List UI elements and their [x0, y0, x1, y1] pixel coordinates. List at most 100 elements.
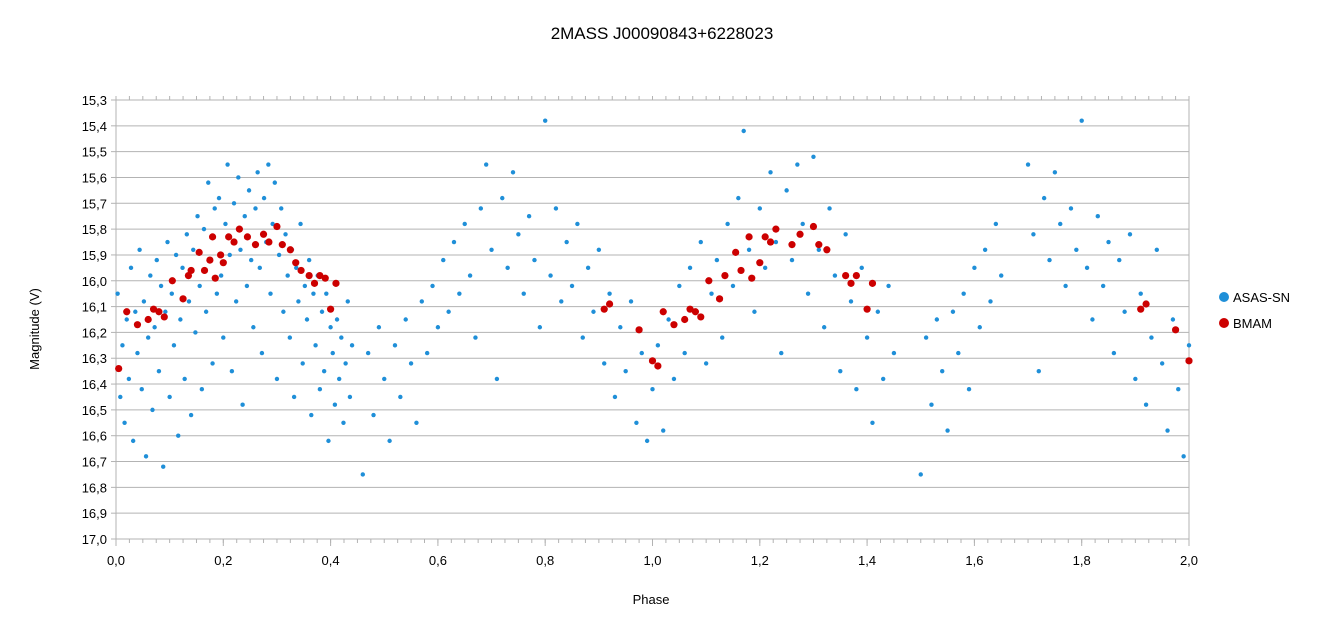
- data-point: [666, 317, 671, 322]
- data-point: [287, 335, 293, 340]
- data-point: [235, 225, 243, 233]
- data-point: [988, 299, 993, 304]
- data-point: [859, 265, 864, 271]
- data-point: [193, 330, 198, 335]
- data-point: [709, 291, 714, 296]
- data-point: [864, 335, 870, 340]
- data-point: [176, 433, 181, 438]
- data-point: [200, 266, 209, 275]
- data-point: [203, 309, 209, 314]
- data-point: [462, 221, 467, 227]
- data-point: [569, 283, 575, 289]
- data-point: [1149, 335, 1154, 340]
- y-tick-label: 16,0: [82, 274, 107, 289]
- data-point: [294, 265, 299, 271]
- data-point: [328, 325, 333, 330]
- data-point: [891, 350, 897, 356]
- data-point: [376, 325, 382, 330]
- y-tick-label: 16,2: [82, 325, 107, 340]
- data-point: [691, 308, 700, 316]
- data-point: [687, 265, 693, 271]
- x-tick-label: 0,8: [536, 553, 554, 568]
- data-point: [1068, 206, 1074, 211]
- data-point: [655, 343, 661, 348]
- data-point: [212, 206, 217, 211]
- data-point: [757, 206, 762, 211]
- data-point: [251, 241, 260, 249]
- y-tick-label: 16,9: [82, 506, 107, 521]
- data-point: [1185, 357, 1193, 365]
- data-point: [297, 266, 305, 275]
- data-point: [120, 343, 125, 348]
- data-point: [537, 325, 543, 330]
- data-point: [317, 387, 323, 392]
- y-tick-label: 15,7: [82, 196, 107, 211]
- data-point: [1127, 232, 1133, 237]
- x-tick-label: 0,4: [322, 553, 340, 568]
- data-point: [843, 232, 848, 237]
- data-point: [451, 239, 457, 245]
- x-tick-label: 1,2: [751, 553, 769, 568]
- data-point: [195, 248, 203, 256]
- data-point: [600, 305, 608, 313]
- data-point: [137, 247, 142, 252]
- data-point: [880, 376, 886, 382]
- data-point: [286, 246, 294, 254]
- legend-label: BMAM: [1233, 316, 1272, 331]
- data-point: [1143, 402, 1149, 407]
- data-point: [392, 343, 398, 348]
- data-point: [173, 252, 179, 258]
- data-point: [210, 361, 215, 366]
- data-point: [195, 214, 200, 219]
- data-point: [278, 241, 286, 249]
- data-point: [165, 239, 170, 245]
- data-point: [483, 162, 489, 167]
- data-point: [644, 438, 650, 444]
- data-point: [349, 343, 355, 348]
- data-point: [868, 279, 877, 287]
- data-point: [408, 361, 414, 366]
- data-point: [982, 247, 988, 252]
- data-point: [737, 266, 745, 275]
- data-point: [133, 309, 138, 314]
- data-point: [686, 305, 694, 313]
- data-point: [304, 317, 310, 322]
- data-point: [612, 394, 618, 400]
- data-point: [918, 472, 923, 477]
- data-point: [144, 315, 152, 324]
- data-point: [628, 299, 634, 304]
- data-point: [182, 376, 187, 382]
- data-point: [670, 321, 678, 329]
- data-point: [130, 438, 136, 444]
- data-point: [115, 364, 123, 373]
- data-point: [659, 308, 667, 316]
- data-point: [135, 350, 140, 356]
- data-point: [516, 232, 521, 237]
- data-point: [602, 361, 607, 366]
- data-point: [934, 317, 940, 322]
- data-point: [607, 291, 612, 296]
- data-point: [489, 247, 494, 252]
- data-point: [259, 350, 265, 356]
- data-point: [221, 335, 226, 340]
- series-asas-sn: [115, 118, 1192, 477]
- data-point: [255, 170, 260, 175]
- data-point: [365, 350, 371, 356]
- y-tick-label: 15,4: [82, 119, 107, 134]
- data-point: [682, 350, 687, 356]
- legend-label: ASAS-SN: [1233, 290, 1290, 305]
- data-point: [281, 309, 286, 314]
- data-point: [789, 257, 795, 263]
- data-point: [1074, 247, 1079, 252]
- data-point: [302, 283, 308, 289]
- y-tick-label: 16,6: [82, 429, 107, 444]
- data-point: [972, 265, 977, 271]
- data-point: [398, 394, 403, 400]
- data-point: [167, 394, 172, 400]
- data-point: [827, 206, 832, 211]
- data-point: [387, 438, 392, 444]
- data-point: [945, 428, 950, 433]
- data-point: [553, 206, 559, 211]
- data-point: [639, 350, 644, 356]
